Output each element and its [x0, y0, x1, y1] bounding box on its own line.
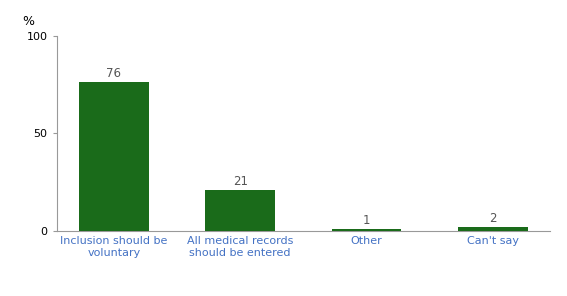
Bar: [458, 227, 527, 231]
Bar: [332, 229, 401, 231]
Bar: [79, 82, 149, 231]
Text: 1: 1: [363, 214, 370, 227]
Text: 2: 2: [489, 212, 497, 225]
Text: 76: 76: [107, 67, 121, 81]
Bar: [205, 190, 275, 231]
Text: %: %: [22, 15, 34, 28]
Text: 21: 21: [232, 175, 248, 188]
